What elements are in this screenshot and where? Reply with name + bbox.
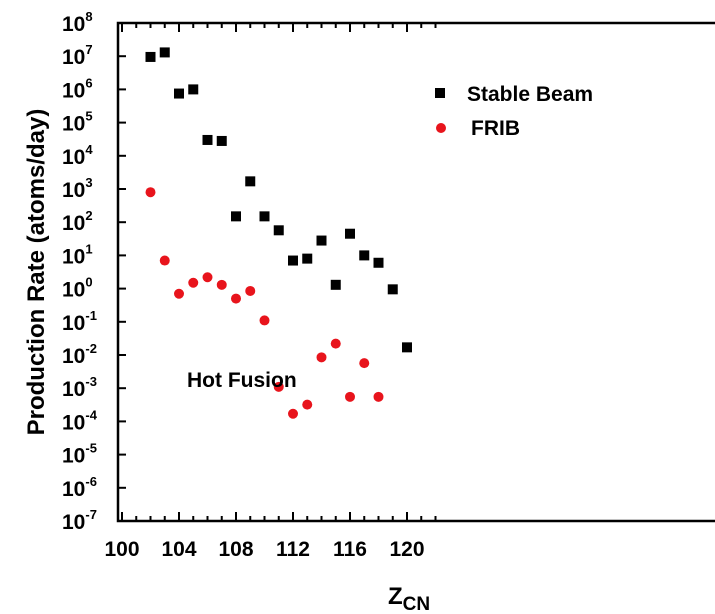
x-axis-title: ZCN: [388, 583, 430, 614]
data-point-circle: [316, 352, 327, 363]
data-point-circle: [259, 315, 270, 326]
data-point-square: [359, 250, 370, 261]
x-axis-ticks: 100 104 108 112 116 120: [104, 23, 437, 561]
data-point-circle: [288, 408, 298, 419]
y-tick-label: 107: [62, 42, 93, 69]
y-tick-label: 100: [62, 275, 93, 302]
data-point-square: [216, 135, 227, 146]
x-tick-label: 120: [389, 538, 424, 561]
legend-marker-stable-beam: [435, 88, 445, 98]
x-tick-label: 100: [104, 538, 139, 561]
data-point-square: [373, 257, 384, 268]
x-tick-label: 104: [161, 538, 196, 561]
y-tick-label: 10-7: [62, 507, 97, 534]
y-tick-label: 10-6: [62, 474, 97, 501]
data-point-circle: [330, 338, 341, 349]
data-point-square: [330, 279, 341, 290]
y-tick-label: 10-3: [62, 374, 97, 401]
data-point-square: [202, 134, 213, 145]
data-point-square: [402, 342, 412, 353]
x-tick-label: 112: [276, 538, 310, 561]
legend: Stable Beam FRIB: [435, 83, 593, 140]
series-frib: [145, 187, 384, 419]
y-tick-label: 103: [62, 175, 93, 202]
y-tick-label: 104: [62, 142, 93, 169]
y-tick-label: 105: [62, 109, 93, 136]
y-tick-label: 101: [62, 241, 93, 268]
data-point-square: [302, 253, 313, 264]
annotation-hot-fusion: Hot Fusion: [187, 369, 297, 392]
y-tick-label: 10-2: [62, 341, 97, 368]
data-point-square: [174, 88, 184, 99]
y-axis-title: Production Rate (atoms/day): [23, 109, 50, 436]
x-tick-label: 116: [333, 538, 367, 561]
data-point-square: [145, 51, 156, 62]
data-point-square: [288, 255, 298, 266]
legend-label-stable-beam: Stable Beam: [467, 83, 593, 106]
series-stable-beam: [145, 47, 412, 353]
data-point-square: [159, 47, 170, 58]
y-tick-label: 10-1: [62, 308, 97, 335]
data-point-circle: [145, 187, 156, 198]
y-tick-label: 108: [62, 9, 93, 36]
data-point-circle: [273, 381, 284, 392]
data-point-circle: [216, 279, 227, 290]
data-point-circle: [345, 391, 355, 402]
data-point-circle: [245, 285, 256, 296]
y-tick-label: 10-5: [62, 441, 97, 468]
data-point-circle: [302, 399, 313, 410]
data-point-circle: [159, 255, 170, 266]
data-point-square: [188, 84, 199, 95]
y-tick-label: 106: [62, 75, 93, 102]
data-point-circle: [359, 358, 370, 369]
data-point-circle: [373, 391, 384, 402]
legend-label-frib: FRIB: [471, 117, 520, 140]
data-point-square: [345, 228, 355, 239]
y-tick-label: 102: [62, 208, 93, 235]
legend-marker-frib: [436, 123, 446, 133]
data-point-circle: [202, 272, 213, 283]
data-point-square: [259, 211, 270, 222]
data-point-square: [316, 235, 327, 246]
data-point-circle: [231, 293, 241, 304]
data-point-square: [273, 225, 284, 236]
data-point-square: [231, 211, 241, 222]
data-point-square: [245, 176, 256, 187]
data-point-square: [387, 284, 398, 295]
y-axis-ticks: 10-7 10-6 10-5 10-4 10-3 10-2 10-1 100 101 102 103…: [62, 9, 126, 534]
data-series-layer: [145, 47, 412, 419]
plot-frame: [116, 21, 715, 523]
data-point-circle: [174, 288, 184, 299]
data-point-circle: [188, 277, 199, 288]
y-tick-label: 10-4: [62, 407, 98, 434]
x-tick-label: 108: [218, 538, 253, 561]
